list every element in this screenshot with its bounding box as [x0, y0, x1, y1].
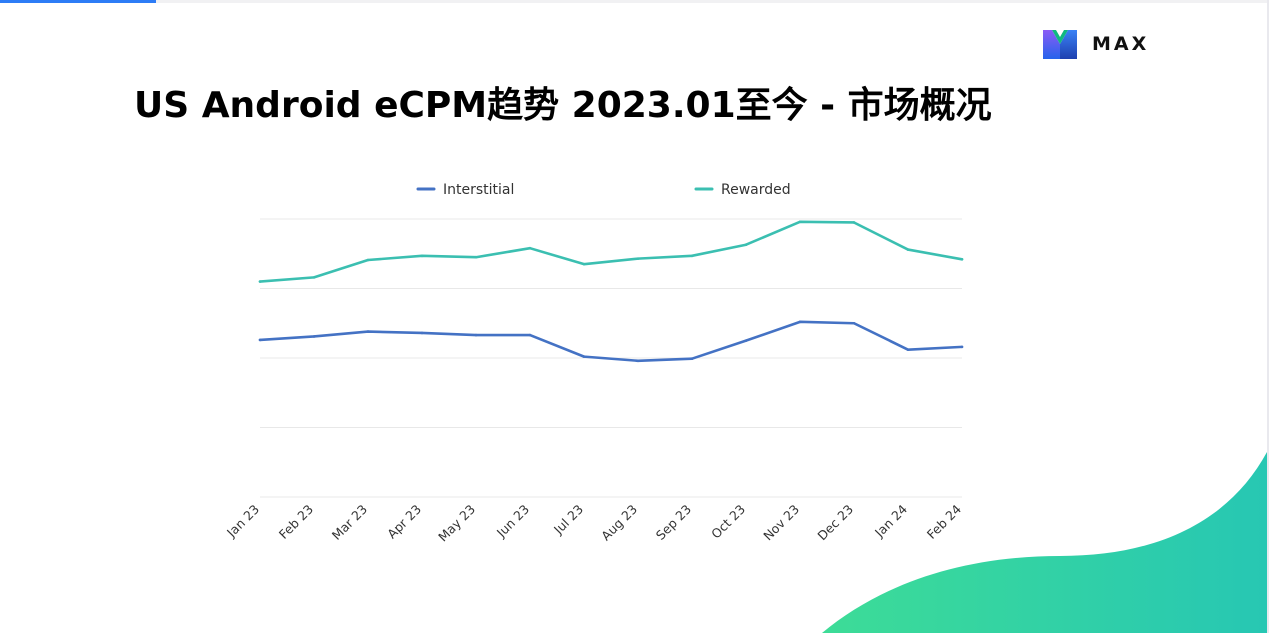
data-point-s0-7: [636, 359, 640, 363]
data-point-s0-3: [420, 331, 424, 335]
data-point-s0-2: [366, 330, 370, 333]
series-line-1: [258, 220, 964, 283]
data-point-s1-11: [852, 221, 856, 224]
legend-label-0: Interstitial: [443, 182, 514, 198]
data-point-s0-12: [906, 348, 910, 351]
data-point-s0-8: [690, 357, 694, 360]
x-tick-label-6: Jul 23: [550, 502, 586, 538]
data-point-s0-11: [852, 321, 856, 325]
data-point-s0-0: [258, 338, 262, 342]
slide-right-edge: [1267, 0, 1269, 633]
x-tick-label-8: Sep 23: [653, 502, 694, 543]
data-point-s1-2: [366, 258, 370, 262]
brand-name: MAX: [1092, 33, 1150, 55]
data-point-s0-1: [312, 335, 316, 338]
x-tick-label-10: Nov 23: [760, 502, 802, 544]
x-tick-label-12: Jan 24: [871, 501, 910, 540]
data-point-s0-4: [474, 333, 478, 337]
top-progress-track: [0, 0, 1269, 3]
data-point-s1-1: [312, 276, 316, 279]
page-title: US Android eCPM趋势 2023.01至今 - 市场概况: [134, 85, 992, 126]
data-point-s1-3: [420, 254, 424, 258]
x-tick-label-13: Feb 24: [924, 501, 964, 541]
data-point-s0-13: [960, 345, 964, 349]
x-tick-label-0: Jan 23: [223, 502, 262, 541]
data-point-s1-4: [474, 255, 478, 259]
data-point-s1-10: [798, 220, 802, 224]
x-tick-label-11: Dec 23: [814, 502, 856, 544]
x-tick-label-2: Mar 23: [329, 502, 370, 543]
data-point-s0-10: [798, 320, 802, 324]
data-point-s0-9: [744, 339, 748, 342]
x-tick-label-1: Feb 23: [276, 502, 316, 542]
top-progress-fill: [0, 0, 156, 3]
data-point-s1-13: [960, 258, 964, 261]
legend-label-1: Rewarded: [721, 182, 791, 198]
x-tick-label-9: Oct 23: [708, 502, 748, 542]
data-point-s1-6: [582, 262, 586, 266]
data-point-s1-5: [528, 246, 532, 250]
series-line-0: [258, 320, 964, 363]
x-tick-label-4: May 23: [435, 502, 478, 545]
data-point-s0-5: [528, 333, 532, 337]
x-tick-label-7: Aug 23: [598, 502, 640, 544]
data-point-s1-0: [258, 280, 262, 283]
x-tick-label-3: Apr 23: [384, 502, 424, 542]
data-point-s0-6: [582, 355, 586, 358]
data-point-s1-8: [690, 254, 694, 258]
max-logo-icon: [1043, 30, 1077, 59]
data-point-s1-7: [636, 257, 640, 260]
x-tick-label-5: Jun 23: [493, 502, 532, 541]
data-point-s1-9: [744, 243, 748, 247]
data-point-s1-12: [906, 248, 910, 251]
brand: MAX: [1042, 26, 1149, 62]
